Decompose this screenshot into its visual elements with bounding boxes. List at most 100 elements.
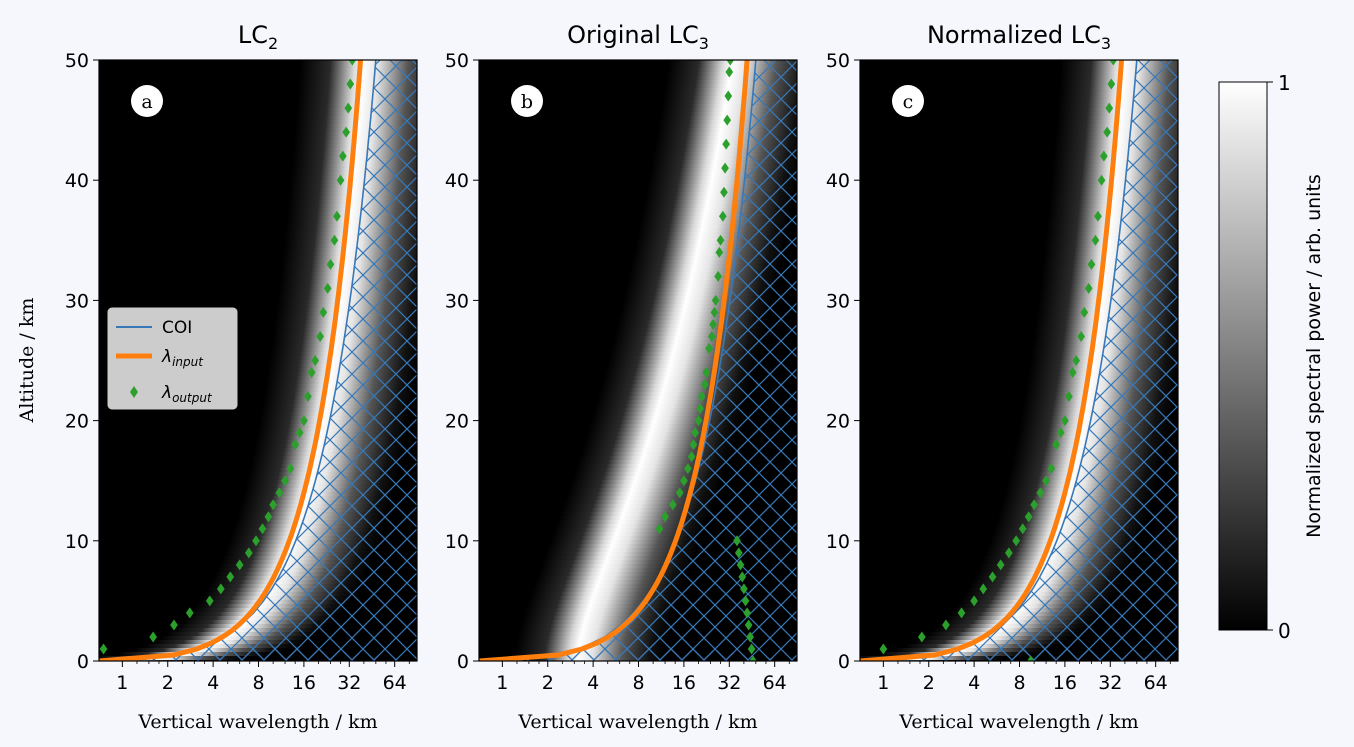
x-tick-label: 32 [717, 672, 741, 694]
y-tick-label: 0 [77, 651, 89, 673]
lambda-output-point [1012, 535, 1021, 547]
lambda-output-point [743, 607, 751, 619]
lambda-output-point [696, 403, 704, 415]
lambda-output-point [668, 499, 677, 511]
coi-line [134, 60, 377, 661]
lambda-output-point [311, 355, 320, 366]
x-tick-label: 2 [162, 672, 174, 694]
lambda-output-point [702, 367, 711, 379]
lambda-output-point [1024, 511, 1033, 523]
y-tick-label: 40 [65, 170, 89, 192]
lambda-output-point [661, 511, 669, 523]
lambda-output-point [330, 234, 339, 246]
lambda-output-point [714, 270, 723, 282]
x-tick-label: 8 [252, 672, 264, 694]
lambda-output-point [720, 186, 728, 198]
lambda-output-point [1061, 415, 1069, 427]
lambda-output-point [700, 379, 709, 391]
lambda-output-point [1068, 367, 1077, 379]
x-tick-label: 1 [496, 672, 508, 694]
colorbar-min-label: 0 [1278, 619, 1291, 643]
x-tick-label: 8 [632, 672, 644, 694]
lambda-output-point [149, 631, 157, 643]
lambda-output-point [244, 547, 253, 559]
lambda-output-point [1056, 427, 1065, 439]
x-tick-label: 32 [1098, 672, 1122, 694]
panel-frame [859, 59, 1179, 662]
colorbar-max-label: 1 [1278, 71, 1291, 95]
y-tick-label: 30 [445, 290, 469, 312]
lambda-output-point [338, 150, 347, 162]
lambda-output-point [1072, 355, 1081, 366]
lambda-output-point [744, 619, 753, 631]
lambda-output-point [715, 246, 724, 258]
x-tick-label: 64 [383, 672, 407, 694]
lambda-output-point [1103, 126, 1111, 138]
x-tick-label: 1 [877, 672, 889, 694]
lambda-output-point [342, 126, 350, 138]
lambda-output-point [269, 499, 277, 511]
x-tick-label: 16 [672, 672, 696, 694]
x-tick-label: 16 [292, 672, 316, 694]
lambda-output-point [996, 559, 1005, 571]
lambda-output-point [723, 114, 732, 126]
lambda-output-point [725, 66, 734, 78]
lambda-output-point [746, 631, 754, 643]
x-tick-label: 64 [1144, 672, 1168, 694]
lambda-input-line [860, 60, 1124, 661]
lambda-output-point [705, 342, 713, 354]
x-tick-label: 2 [923, 672, 935, 694]
lambda-output-point [1094, 210, 1102, 222]
colorbar-label: Normalized spectral power / arb. units [1303, 174, 1325, 538]
lambda-output-point [348, 60, 357, 66]
panel-letter-badge [131, 85, 163, 117]
lambda-output-point [216, 583, 225, 595]
lambda-output-point [1030, 499, 1038, 511]
lambda-output-point [1084, 282, 1093, 294]
lambda-output-point [979, 583, 988, 595]
x-tick-label: 16 [1053, 672, 1077, 694]
lambda-output-point [711, 294, 720, 306]
x-tick-label: 64 [763, 672, 787, 694]
panel-letter-badge [892, 85, 924, 117]
panel-b: Original LC3 b 0 10 20 30 40 50 1 2 4 8 16 32 64 Vertic… [445, 21, 798, 733]
lambda-output-point [655, 523, 664, 535]
lambda-output-point [205, 595, 214, 607]
lambda-output-point [286, 463, 295, 475]
lambda-output-point [691, 427, 700, 439]
lambda-output-point [697, 391, 706, 403]
y-tick-label: 20 [826, 411, 850, 433]
x-tick-label: 32 [337, 672, 361, 694]
lambda-output-point [726, 60, 735, 66]
lambda-output-point [687, 451, 696, 463]
lambda-output-point [319, 306, 328, 318]
lambda-output-point [1091, 234, 1100, 246]
coi-hatch-bottom [860, 643, 1178, 661]
y-tick-label: 10 [65, 531, 89, 553]
y-tick-label: 0 [838, 651, 850, 673]
lambda-output-point [275, 487, 284, 499]
lambda-output-point [942, 619, 950, 631]
lambda-output-point [316, 330, 324, 342]
lambda-output-point [1052, 439, 1061, 451]
lambda-output-point [300, 415, 308, 427]
lambda-output-point [1109, 60, 1118, 66]
lambda-output-point [326, 258, 335, 270]
lambda-output-point [1105, 102, 1114, 114]
lambda-output-point [226, 571, 235, 583]
lambda-output-point [1080, 306, 1089, 318]
lambda-output-point [235, 559, 244, 571]
legend-label: COI [162, 318, 192, 338]
lambda-output-point [724, 90, 733, 102]
lambda-output-point [733, 535, 741, 547]
lambda-output-point [957, 607, 966, 619]
lambda-output-point [747, 643, 756, 655]
x-axis-label: Vertical wavelength / km [898, 711, 1138, 733]
panel-title: Normalized LC3 [927, 21, 1111, 53]
x-tick-label: 4 [587, 672, 599, 694]
lambda-output-point [879, 643, 888, 655]
lambda-output-point [99, 643, 108, 655]
lambda-output-point [1077, 330, 1085, 342]
